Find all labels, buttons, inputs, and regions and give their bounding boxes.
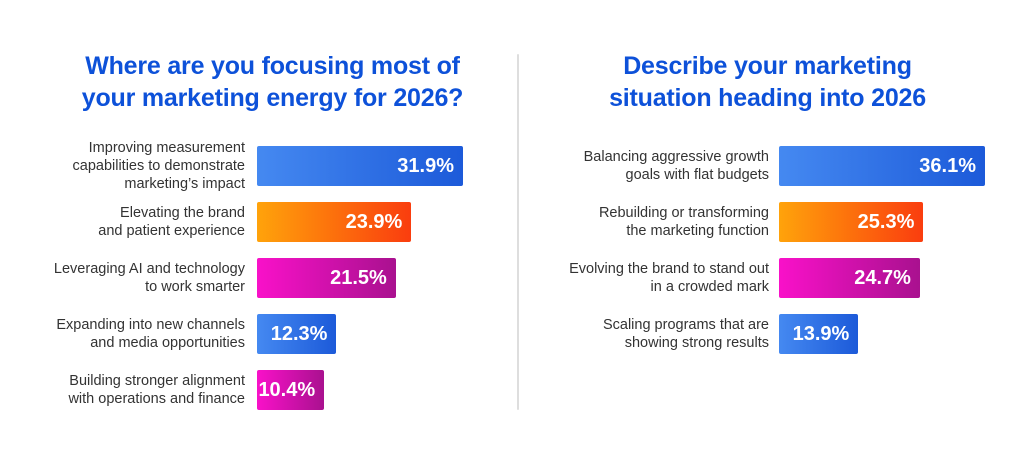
bar-row: Elevating the brand and patient experien…: [40, 202, 505, 242]
bar-label: Expanding into new channels and media op…: [56, 317, 245, 351]
bar-area: 31.9%: [257, 146, 463, 186]
bar-label: Rebuilding or transforming the marketing…: [598, 205, 769, 239]
bar-area: 24.7%: [779, 258, 985, 298]
bar-value-label: 24.7%: [854, 266, 911, 289]
bar-label: Scaling programs that are showing strong…: [602, 317, 769, 351]
bar: 21.5%: [257, 258, 396, 298]
bar-label: Building stronger alignment with operati…: [68, 373, 245, 407]
chart-panel-marketing-energy: Where are you focusing most of your mark…: [40, 52, 505, 410]
bar: 23.9%: [257, 202, 412, 242]
bar-row: Balancing aggressive growth goals with f…: [545, 146, 990, 186]
vertical-divider: [517, 54, 519, 410]
chart-title-marketing-situation: Describe your marketing situation headin…: [609, 52, 926, 112]
bar: 10.4%: [257, 370, 325, 410]
bar: 36.1%: [779, 146, 985, 186]
chart-panel-marketing-situation: Describe your marketing situation headin…: [519, 0, 1024, 456]
bar: 13.9%: [779, 314, 859, 354]
bar-chart-marketing-energy: Improving measurement capabilities to de…: [40, 140, 505, 410]
bar-value-label: 31.9%: [397, 154, 454, 177]
bar-value-label: 23.9%: [345, 210, 403, 233]
bar-row: Leveraging AI and technology to work sma…: [40, 258, 505, 298]
bar-label: Elevating the brand and patient experien…: [98, 205, 245, 239]
bar-area: 23.9%: [257, 202, 463, 242]
bar-area: 21.5%: [257, 258, 463, 298]
bar-value-label: 25.3%: [857, 210, 915, 233]
bar-row: Improving measurement capabilities to de…: [40, 140, 505, 192]
bar-area: 36.1%: [779, 146, 985, 186]
bar-row: Rebuilding or transforming the marketing…: [545, 202, 990, 242]
bar: 25.3%: [779, 202, 924, 242]
bar-row: Evolving the brand to stand out in a cro…: [545, 258, 990, 298]
bar-label: Improving measurement capabilities to de…: [72, 140, 246, 192]
bar-value-label: 12.3%: [270, 322, 328, 345]
bar-area: 12.3%: [257, 314, 463, 354]
bar-label: Evolving the brand to stand out in a cro…: [569, 261, 769, 295]
bar-area: 25.3%: [779, 202, 985, 242]
bar-label: Leveraging AI and technology to work sma…: [53, 261, 245, 295]
bar-label: Balancing aggressive growth goals with f…: [583, 149, 769, 183]
bar: 24.7%: [779, 258, 920, 298]
bar-value-label: 21.5%: [330, 266, 387, 289]
bar: 31.9%: [257, 146, 463, 186]
bar-row: Expanding into new channels and media op…: [40, 314, 505, 354]
bar-value-label: 36.1%: [919, 154, 976, 177]
bar-chart-marketing-situation: Balancing aggressive growth goals with f…: [545, 146, 990, 354]
bar-row: Building stronger alignment with operati…: [40, 370, 505, 410]
chart-title-marketing-energy: Where are you focusing most of your mark…: [81, 52, 464, 112]
bar-value-label: 13.9%: [792, 322, 850, 345]
bar: 12.3%: [257, 314, 337, 354]
bar-area: 13.9%: [779, 314, 985, 354]
bar-value-label: 10.4%: [258, 378, 316, 401]
bar-row: Scaling programs that are showing strong…: [545, 314, 990, 354]
bar-area: 10.4%: [257, 370, 463, 410]
